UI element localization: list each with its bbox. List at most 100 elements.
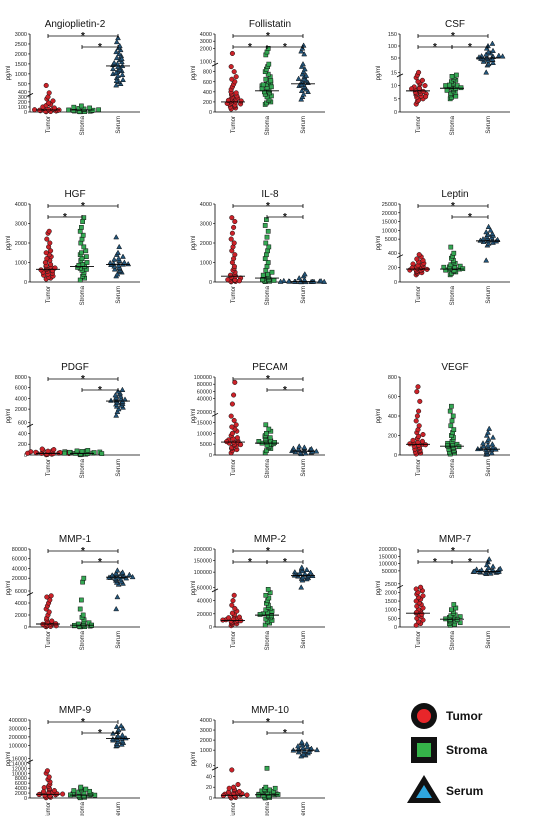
point-stroma (77, 277, 83, 283)
axis-break (26, 92, 34, 97)
point-tumor (47, 240, 53, 246)
y-tick-label: 20 (206, 785, 212, 791)
point-stroma (81, 106, 87, 112)
point-tumor (419, 438, 425, 444)
point-stroma (264, 252, 269, 258)
y-tick-label: 50 (391, 56, 397, 62)
significance-star: * (248, 557, 252, 568)
y-axis-label: pg/ml (6, 236, 12, 251)
x-tick-label: Tumor (416, 631, 422, 648)
point-tumor (422, 83, 428, 89)
point-stroma (449, 74, 455, 79)
point-stroma (265, 271, 270, 277)
axis-break (396, 73, 404, 78)
point-stroma (264, 234, 270, 240)
point-tumor (48, 248, 54, 254)
significance-star: * (63, 212, 67, 223)
panel-mmp-2: MMP-2 pg/ml 0 20000 40000 60000 100000 150000 20… (191, 534, 325, 650)
point-stroma (451, 427, 457, 432)
point-tumor (416, 69, 422, 75)
point-serum (497, 565, 504, 571)
point-serum (295, 75, 302, 81)
point-serum (114, 271, 121, 277)
point-stroma (265, 228, 271, 234)
point-tumor (231, 784, 237, 790)
legend-label: Tumor (446, 709, 483, 723)
point-stroma (77, 606, 83, 612)
point-tumor (229, 610, 235, 616)
point-tumor (419, 77, 425, 83)
point-serum (113, 605, 120, 612)
x-tick-label: Stroma (265, 458, 271, 478)
y-tick-label: 1500 (15, 62, 27, 68)
point-tumor (229, 76, 235, 82)
x-tick-label: Serum (486, 631, 492, 649)
x-tick-label: Serum (301, 802, 307, 816)
point-stroma (96, 107, 101, 113)
panel-title: MMP-7 (439, 534, 472, 545)
point-stroma (259, 86, 265, 92)
point-serum (298, 63, 305, 69)
point-tumor (233, 422, 239, 428)
point-stroma (74, 448, 80, 454)
point-serum (114, 593, 121, 600)
point-serum (108, 397, 114, 403)
point-tumor (234, 435, 240, 441)
point-serum (115, 262, 122, 268)
panel-mmp-1: MMP-1 pg/ml 0 2000 4000 6000 20000 40000 60000 80… (6, 534, 140, 650)
point-tumor (231, 263, 237, 269)
y-tick-label: 2500 (385, 582, 397, 588)
significance-star: * (81, 717, 85, 728)
y-axis-label: pg/ml (191, 752, 197, 767)
significance-star: * (81, 201, 85, 212)
point-serum (485, 223, 492, 229)
point-serum (126, 571, 133, 577)
x-tick-label: Stroma (450, 115, 456, 135)
significance-star: * (98, 728, 102, 739)
point-serum (298, 564, 305, 570)
point-tumor (228, 236, 234, 242)
point-serum (487, 227, 494, 233)
point-serum (113, 48, 120, 55)
significance-star: * (283, 42, 287, 53)
point-tumor (232, 252, 238, 258)
point-stroma (269, 613, 274, 619)
point-tumor (413, 598, 419, 604)
panel-follistatin: Follistatin pg/ml 0 200 400 600 800 1000 2000300… (191, 19, 325, 135)
point-serum (300, 574, 306, 580)
legend-marker-fill (417, 743, 431, 757)
point-serum (485, 60, 492, 67)
point-serum (489, 230, 496, 237)
y-tick-label: 20000 (382, 211, 397, 217)
point-stroma (62, 450, 67, 456)
y-tick-label: 600 (203, 80, 212, 86)
y-tick-label: 100000 (194, 375, 212, 381)
point-tumor (233, 74, 239, 80)
point-serum (119, 71, 126, 78)
point-tumor (414, 413, 420, 419)
point-stroma (265, 248, 270, 254)
axis-break (211, 588, 219, 593)
point-tumor (233, 90, 239, 96)
y-tick-label: 100 (388, 44, 397, 50)
point-serum (301, 271, 308, 277)
point-serum (299, 45, 306, 51)
point-tumor (238, 442, 244, 448)
point-tumor (236, 788, 242, 795)
y-tick-label: 1500 (385, 599, 397, 605)
point-tumor (236, 278, 242, 284)
point-serum (113, 234, 120, 240)
point-tumor (232, 605, 238, 612)
point-serum (303, 741, 310, 747)
x-tick-label: Serum (301, 459, 307, 477)
y-tick-label: 40 (206, 774, 212, 780)
point-tumor (414, 609, 420, 615)
point-serum (280, 277, 287, 283)
point-serum (116, 42, 123, 49)
y-tick-label: 200000 (379, 547, 397, 553)
point-stroma (451, 602, 457, 607)
point-serum (118, 722, 125, 729)
x-tick-label: Stroma (265, 630, 271, 650)
y-tick-label: 200 (203, 100, 212, 106)
point-tumor (419, 611, 425, 617)
